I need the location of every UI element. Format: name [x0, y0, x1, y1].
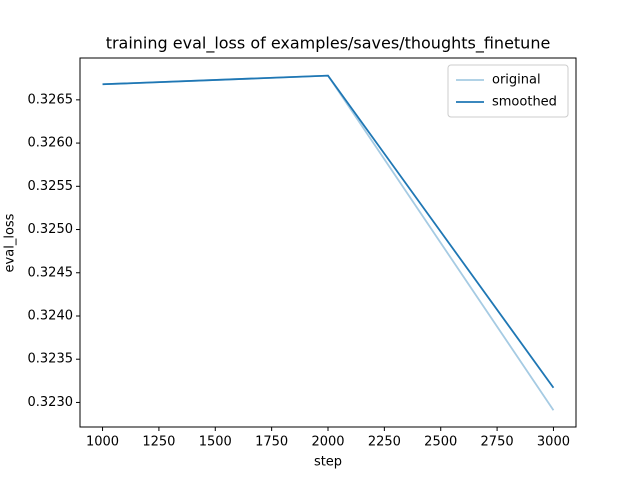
- y-tick-label: 0.3265: [28, 92, 74, 107]
- x-tick-label: 1000: [86, 435, 119, 450]
- x-tick-label: 2500: [424, 435, 457, 450]
- x-tick-label: 2000: [311, 435, 344, 450]
- y-tick-label: 0.3260: [28, 136, 74, 151]
- x-axis-label: step: [314, 455, 342, 470]
- y-tick-label: 0.3240: [28, 308, 74, 323]
- y-tick-label: 0.3255: [28, 179, 74, 194]
- chart-title: training eval_loss of examples/saves/tho…: [106, 34, 551, 54]
- legend-label: smoothed: [492, 95, 557, 110]
- legend-label: original: [492, 73, 541, 88]
- x-tick-label: 1250: [142, 435, 175, 450]
- x-tick-label: 1500: [199, 435, 232, 450]
- legend-box: [447, 64, 569, 118]
- y-tick-label: 0.3235: [28, 352, 74, 367]
- y-tick-label: 0.3230: [28, 395, 74, 410]
- y-tick-label: 0.3245: [28, 265, 74, 280]
- x-tick-label: 3000: [537, 435, 570, 450]
- x-tick-label: 1750: [255, 435, 288, 450]
- line-series: [102, 74, 555, 389]
- y-tick-label: 0.3250: [28, 222, 74, 237]
- x-tick-label: 2250: [368, 435, 401, 450]
- x-tick-label: 2750: [481, 435, 514, 450]
- y-axis-label: eval_loss: [3, 213, 18, 272]
